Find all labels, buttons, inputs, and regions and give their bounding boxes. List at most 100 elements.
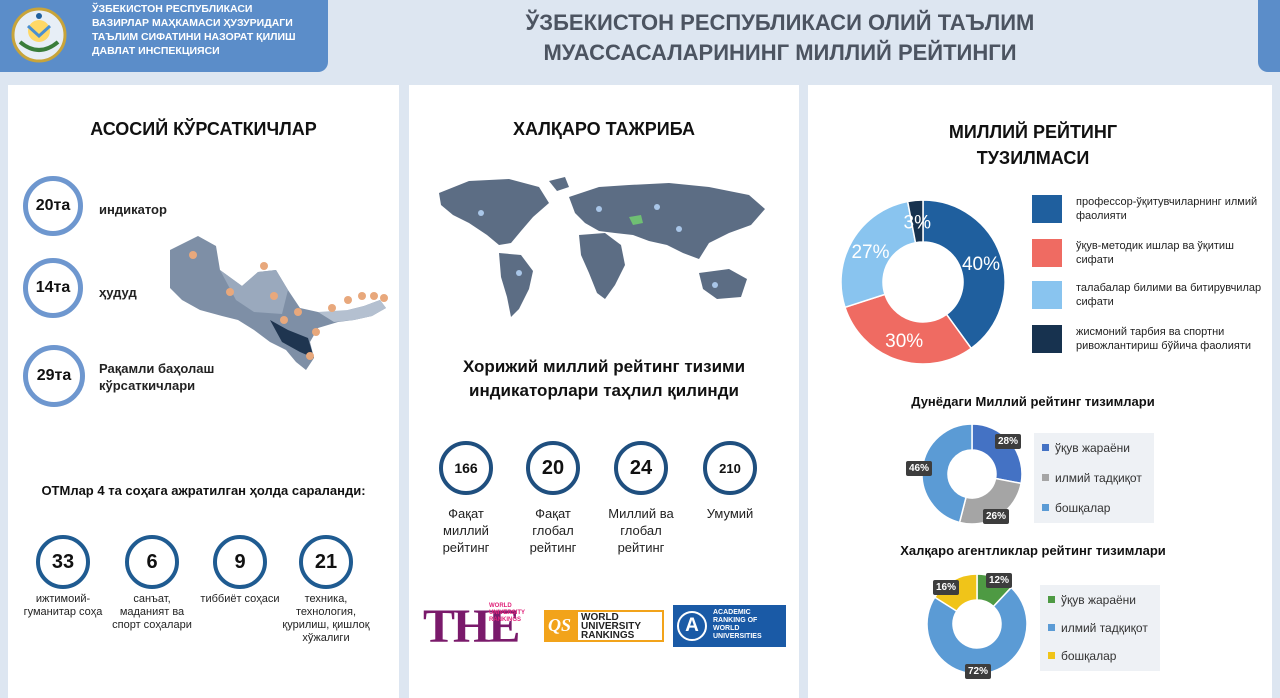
world-systems-chart-title: Дунёдаги Миллий рейтинг тизимлари xyxy=(911,394,1155,409)
sector-label: ижтимоий-гуманитар соҳа xyxy=(23,593,103,618)
count-label: Умумий xyxy=(706,506,754,521)
sector-label: тиббиёт соҳаси xyxy=(200,593,280,605)
arwu-logo-text: ACADEMIC RANKING OF WORLD UNIVERSITIES xyxy=(713,609,762,640)
slice-value-label: 40% xyxy=(962,254,1000,275)
arwu-logo-mark: A xyxy=(677,611,707,641)
org-line: Вазирлар Маҳкамаси ҳузуридаги xyxy=(92,17,293,29)
legend-swatch xyxy=(1048,652,1055,659)
donut-slice xyxy=(971,423,1023,485)
org-line: Ўзбекистон Республикаси xyxy=(92,3,253,15)
qs-rankings-logo: QS WORLD UNIVERSITY RANKINGS xyxy=(544,610,664,642)
qs-logo-mark: QS xyxy=(548,615,572,635)
sector-ring: 33 xyxy=(36,535,90,589)
qs-logo-text: WORLD UNIVERSITY RANKINGS xyxy=(578,612,662,641)
structure-donut-chart: 40% 30% 27% 3% xyxy=(840,199,1006,365)
key-indicators-panel: АСОСИЙ КЎРСАТКИЧЛАР 20та индикатор 14та … xyxy=(8,85,399,698)
indicator-label: ҳудуд xyxy=(99,285,137,300)
state-emblem-icon xyxy=(11,7,67,63)
donut-slice xyxy=(926,586,1028,675)
org-line: давлат инспекцияси xyxy=(92,45,220,57)
organization-banner: Ўзбекистон Республикаси Вазирлар Маҳкама… xyxy=(0,0,328,72)
agencies-legend: ўқув жараёни илмий тадқиқот бошқалар xyxy=(1040,585,1160,671)
agencies-chart-title: Халқаро агентликлар рейтинг тизимлари xyxy=(900,543,1166,558)
data-label: 72% xyxy=(965,664,992,679)
world-map xyxy=(439,177,765,317)
data-label: 16% xyxy=(933,580,960,595)
organization-name: Ўзбекистон Республикаси Вазирлар Маҳкама… xyxy=(92,2,296,58)
panel-heading-line: ТУЗИЛМАСИ xyxy=(976,148,1090,168)
the-logo-mark: THE xyxy=(423,600,520,653)
panel-heading-line: МИЛЛИЙ РЕЙТИНГ xyxy=(948,122,1118,142)
world-systems-legend: ўқув жараёни илмий тадқиқот бошқалар xyxy=(1034,433,1154,523)
data-label: 12% xyxy=(986,573,1013,588)
sectors-heading: ОТМлар 4 та соҳага ажратилган ҳолда сара… xyxy=(41,483,366,498)
legend-item: илмий тадқиқот xyxy=(1048,621,1148,635)
legend-label: бошқалар xyxy=(1061,649,1117,663)
legend-label: профессор-ўқитувчиларнинг илмий фаолияти xyxy=(1076,196,1258,222)
legend-label: ўқув жараёни xyxy=(1061,593,1137,607)
count-label: Миллий ва глобал рейтинг xyxy=(608,506,674,555)
legend-label: илмий тадқиқот xyxy=(1055,471,1142,485)
donut-slice xyxy=(922,199,1006,350)
slice-value-label: 3% xyxy=(904,212,932,233)
indicator-ring: 29та xyxy=(23,345,85,407)
slice-value-label: 30% xyxy=(885,331,923,352)
header: Ўзбекистон Республикаси Вазирлар Маҳкама… xyxy=(0,0,1280,76)
legend-swatch xyxy=(1032,281,1062,309)
panel-heading: МИЛЛИЙ РЕЙТИНГ ТУЗИЛМАСИ xyxy=(868,119,1198,171)
legend-item: бошқалар xyxy=(1042,501,1110,515)
count-ring: 166 xyxy=(439,441,493,495)
panel-heading: ХАЛҚАРО ТАЖРИБА xyxy=(513,119,695,139)
donut-slice xyxy=(921,423,973,524)
data-label: 26% xyxy=(983,509,1010,524)
legend-swatch xyxy=(1048,596,1055,603)
international-experience-panel: ХАЛҚАРО ТАЖРИБА Хорижий миллий рейтинг т… xyxy=(409,85,799,698)
header-right-tab xyxy=(1258,0,1280,72)
legend-label: ўқув-методик ишлар ва ўқитиш сифати xyxy=(1076,240,1234,266)
legend-label: талабалар билими ва битирувчилар сифати xyxy=(1076,282,1262,308)
count-ring: 20 xyxy=(526,441,580,495)
indicator-ring: 14та xyxy=(23,258,83,318)
page-title-line: МУАССАСАЛАРИНИНГ МИЛЛИЙ РЕЙТИНГИ xyxy=(543,40,1017,65)
sector-ring: 9 xyxy=(213,535,267,589)
legend-item: бошқалар xyxy=(1048,649,1116,663)
count-label: Фақат миллий рейтинг xyxy=(442,506,490,555)
legend-swatch xyxy=(1032,325,1062,353)
legend-swatch xyxy=(1048,624,1055,631)
legend-item: ўқув жараёни xyxy=(1048,593,1136,607)
uzbekistan-map xyxy=(170,236,388,370)
legend-swatch xyxy=(1032,195,1062,223)
legend-item: илмий тадқиқот xyxy=(1042,471,1142,485)
slice-value-label: 27% xyxy=(851,242,889,263)
the-logo-text: WORLD UNIVERSITY RANKINGS xyxy=(489,603,525,623)
donut-slice xyxy=(844,293,973,365)
donut-slice xyxy=(840,200,917,309)
sector-ring: 21 xyxy=(299,535,353,589)
org-line: Таълим сифатини назорат қилиш xyxy=(92,31,296,43)
count-ring: 210 xyxy=(703,441,757,495)
legend-swatch xyxy=(1042,474,1049,481)
legend-swatch xyxy=(1042,504,1049,511)
legend-swatch xyxy=(1032,239,1062,267)
donut-slice xyxy=(906,199,924,244)
arwu-logo: A ACADEMIC RANKING OF WORLD UNIVERSITIES xyxy=(673,605,786,647)
indicator-label: индикатор xyxy=(99,202,167,217)
world-systems-donut-chart xyxy=(921,423,1023,525)
data-label: 46% xyxy=(906,461,933,476)
page-title: ЎЗБЕКИСТОН РЕСПУБЛИКАСИ ОЛИЙ ТАЪЛИМ МУАС… xyxy=(420,8,1140,68)
count-ring: 24 xyxy=(614,441,668,495)
legend-swatch xyxy=(1042,444,1049,451)
legend-label: илмий тадқиқот xyxy=(1061,621,1148,635)
indicator-ring: 20та xyxy=(23,176,83,236)
legend-label: бошқалар xyxy=(1055,501,1111,515)
legend-label: ўқув жараёни xyxy=(1055,441,1131,455)
panel-heading: АСОСИЙ КЎРСАТКИЧЛАР xyxy=(90,119,317,139)
rating-structure-panel: МИЛЛИЙ РЕЙТИНГ ТУЗИЛМАСИ 40% 30% 27% 3% про… xyxy=(808,85,1272,698)
analysis-subheading: Хорижий миллий рейтинг тизими индикаторл… xyxy=(462,357,746,400)
the-rankings-logo: THE WORLD UNIVERSITY RANKINGS xyxy=(423,601,535,653)
sector-label: техника, технология, қурилиш, қишлоқ хўж… xyxy=(282,593,370,644)
sector-ring: 6 xyxy=(125,535,179,589)
indicator-label: Рақамли баҳолаш кўрсаткичлари xyxy=(99,361,215,393)
page-title-line: ЎЗБЕКИСТОН РЕСПУБЛИКАСИ ОЛИЙ ТАЪЛИМ xyxy=(525,10,1035,35)
legend-label: жисмоний тарбия ва спортни ривожлантириш… xyxy=(1076,326,1252,352)
